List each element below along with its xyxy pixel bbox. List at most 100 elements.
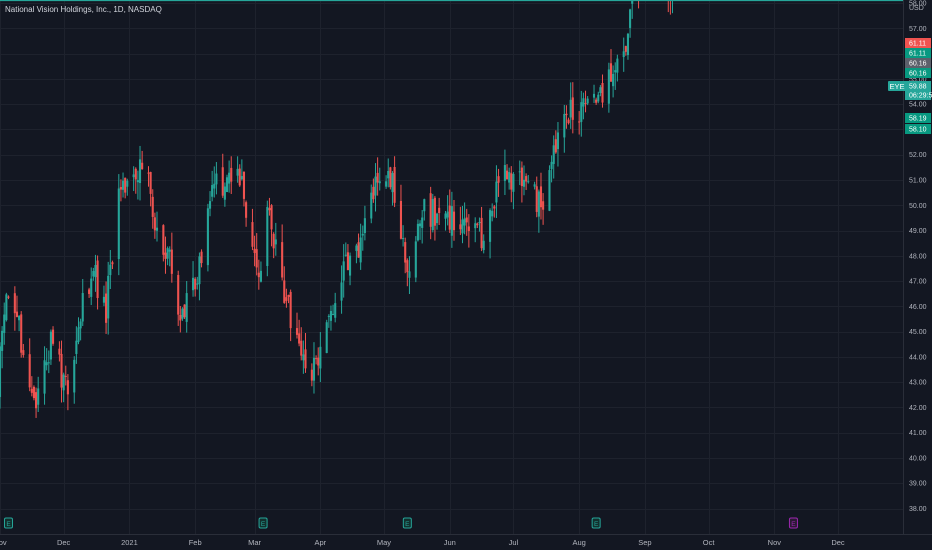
candle-body-49 xyxy=(136,180,139,183)
candle-body-181 xyxy=(527,181,530,183)
candle-body-212 xyxy=(622,51,625,58)
price-label-0: 61.11 xyxy=(909,41,926,48)
ticker-tag-background xyxy=(888,81,906,91)
candle-body-109 xyxy=(315,358,318,360)
candle-body-66 xyxy=(185,293,188,322)
candle-body-25 xyxy=(64,375,67,377)
candle-body-188 xyxy=(550,161,553,170)
candle-body-71 xyxy=(200,251,203,264)
time-tick-label-10: Sep xyxy=(638,538,651,547)
earnings-marker-4[interactable] xyxy=(788,517,798,529)
time-tick-label-9: Aug xyxy=(572,538,585,547)
candle-body-138 xyxy=(402,238,405,240)
candle-body-17 xyxy=(43,360,46,394)
price-tick-label-4: 42.00 xyxy=(909,405,927,412)
price-label-5: 06:29:5 xyxy=(909,93,932,100)
candle-body-65 xyxy=(183,304,186,318)
price-label-4: 59.88 xyxy=(909,84,927,91)
candle-body-178 xyxy=(520,167,523,187)
earnings-marker-1[interactable] xyxy=(258,517,268,529)
candle-body-100 xyxy=(287,294,290,297)
earnings-marker-2[interactable] xyxy=(402,517,412,529)
candle-body-189 xyxy=(552,145,555,164)
candle-body-160 xyxy=(465,217,468,223)
ticker-tag-text: EYE xyxy=(889,82,904,91)
candle-body-131 xyxy=(378,181,381,184)
candle-body-51 xyxy=(141,162,144,170)
candle-body-199 xyxy=(582,98,585,107)
candle-body-151 xyxy=(438,207,441,214)
candle-body-21 xyxy=(51,329,55,344)
time-axis-background xyxy=(0,535,932,550)
candle-body-64 xyxy=(181,308,184,319)
candle-body-105 xyxy=(302,354,305,361)
candle-body-43 xyxy=(119,187,122,190)
candle-body-68 xyxy=(194,278,197,290)
price-label-6: 58.19 xyxy=(909,116,927,123)
candle-body-12 xyxy=(28,354,31,388)
candle-body-93 xyxy=(268,208,271,211)
candle-body-139 xyxy=(404,242,407,263)
price-label-7: 58.10 xyxy=(909,127,927,134)
candle-body-23 xyxy=(60,353,63,388)
candle-body-157 xyxy=(459,224,462,230)
time-axis[interactable]: Nov Dec 2021 Feb Mar Apr May Jun Jul Aug Sep Oct Nov… xyxy=(0,535,932,550)
candle-body-191 xyxy=(556,132,560,150)
candle-body-10 xyxy=(20,314,23,353)
time-tick-label-13: Dec xyxy=(831,538,845,547)
candle-body-194 xyxy=(567,119,570,124)
candle-body-205 xyxy=(599,87,602,94)
price-axis[interactable]: USD 38.00 39.00 40.00 41.00 42.00 43.00 44.00 45… xyxy=(904,0,932,534)
candle-body-90 xyxy=(257,272,260,278)
candle-body-79 xyxy=(225,177,229,193)
price-label-2: 60.16 xyxy=(909,61,927,68)
earnings-marker-3[interactable] xyxy=(591,517,601,529)
candle-body-62 xyxy=(177,275,180,315)
time-tick-label-6: May xyxy=(377,538,391,547)
candle-body-122 xyxy=(355,245,358,251)
candle-body-40 xyxy=(109,264,112,276)
price-label-bg-2 xyxy=(905,58,931,68)
candle-body-192 xyxy=(563,114,566,138)
candle-body-94 xyxy=(270,205,273,230)
candle-body-4 xyxy=(3,314,6,333)
ticker-tag: EYE xyxy=(888,81,906,91)
candle-body-121 xyxy=(348,255,352,276)
candle-body-82 xyxy=(236,168,239,176)
candle-body-134 xyxy=(389,167,392,188)
candle-body-149 xyxy=(433,197,436,226)
earnings-marker-label-2: E xyxy=(405,521,410,528)
candle-body-11 xyxy=(22,350,25,356)
candle-body-202 xyxy=(592,93,596,98)
candle-body-145 xyxy=(421,217,424,228)
horizontal-level-lines[interactable] xyxy=(0,0,903,2)
candle-body-119 xyxy=(344,254,347,256)
time-tick-label-2: 2021 xyxy=(121,538,138,547)
candle-body-126 xyxy=(363,218,366,233)
earnings-marker-label-0: E xyxy=(6,521,11,528)
price-label-bg-6 xyxy=(905,113,931,123)
candle-body-113 xyxy=(327,315,330,317)
candle-body-166 xyxy=(482,240,485,251)
earnings-marker-0[interactable] xyxy=(3,517,13,529)
candle-body-77 xyxy=(221,167,224,196)
candle-body-9 xyxy=(18,316,21,321)
candle-body-102 xyxy=(295,328,299,335)
candle-body-108 xyxy=(312,357,316,381)
candle-body-208 xyxy=(609,63,613,82)
candle-body-201 xyxy=(586,98,589,104)
candle-body-203 xyxy=(595,99,598,103)
time-tick-label-1: Dec xyxy=(57,538,71,547)
price-tick-label-8: 46.00 xyxy=(909,304,927,311)
price-label-bg-5 xyxy=(905,90,931,100)
candle-body-111 xyxy=(319,346,322,369)
candle-body-56 xyxy=(155,227,159,231)
candle-body-129 xyxy=(374,176,377,196)
candle-body-35 xyxy=(94,264,97,278)
candle-body-59 xyxy=(166,248,169,259)
candle-body-86 xyxy=(245,202,248,218)
candle-body-173 xyxy=(505,170,509,180)
candle-body-183 xyxy=(535,186,538,212)
